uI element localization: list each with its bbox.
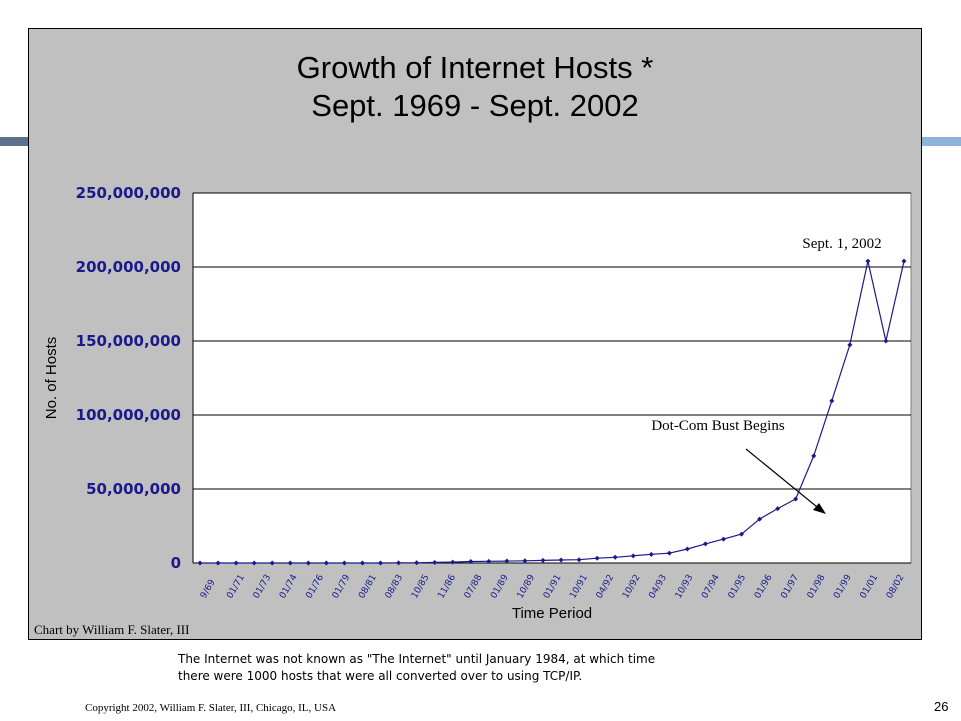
x-tick-label: 01/01 — [859, 573, 881, 600]
data-point — [612, 554, 618, 560]
x-tick-label: 07/88 — [463, 573, 485, 601]
data-point — [829, 398, 835, 404]
data-point — [883, 338, 889, 344]
x-tick-label: 01/79 — [331, 573, 353, 601]
header-band-right — [922, 137, 961, 146]
data-point — [396, 560, 402, 566]
data-point — [450, 559, 456, 565]
x-tick-label: 04/93 — [647, 573, 669, 600]
x-tick-label: 10/92 — [621, 573, 643, 600]
data-point — [576, 557, 582, 563]
data-point — [757, 516, 763, 522]
x-tick-label: 01/97 — [779, 573, 801, 600]
y-tick-label: 0 — [171, 554, 181, 572]
data-point — [811, 453, 817, 459]
data-point — [197, 560, 203, 566]
data-point — [522, 558, 528, 564]
copyright: Copyright 2002, William F. Slater, III, … — [85, 702, 337, 714]
chart-title-line2: Sept. 1969 - Sept. 2002 — [311, 88, 639, 123]
x-tick-label: 10/85 — [410, 573, 432, 600]
data-point — [341, 560, 347, 566]
y-tick-label: 150,000,000 — [76, 332, 181, 350]
annotation-dot-com: Dot-Com Bust Begins — [651, 418, 785, 434]
x-tick-label: 10/93 — [674, 573, 696, 600]
x-tick-label: 9/69 — [199, 578, 218, 601]
x-tick-label: 01/74 — [278, 573, 300, 601]
data-point — [594, 555, 600, 561]
data-point — [323, 560, 329, 566]
x-tick-label: 01/76 — [304, 573, 326, 601]
page-number: 26 — [934, 699, 949, 714]
annotation-arrowhead — [813, 503, 826, 514]
data-point — [558, 557, 564, 563]
x-tick-label: 10/91 — [568, 573, 590, 600]
x-tick-label: 01/91 — [542, 573, 564, 600]
data-point — [486, 558, 492, 564]
footnote: The Internet was not known as "The Inter… — [178, 651, 778, 685]
data-point — [414, 560, 420, 566]
data-point — [378, 560, 384, 566]
x-tick-label: 01/98 — [806, 573, 828, 601]
y-tick-label: 100,000,000 — [76, 406, 181, 424]
data-point — [847, 342, 853, 348]
y-tick-label: 200,000,000 — [76, 258, 181, 276]
x-tick-label: 08/02 — [885, 573, 907, 600]
data-point — [269, 560, 275, 566]
data-point — [540, 557, 546, 563]
data-point — [865, 258, 871, 264]
header-band-left — [0, 137, 30, 146]
x-tick-label: 01/96 — [753, 573, 775, 601]
data-point — [305, 560, 311, 566]
footnote-line2: there were 1000 hosts that were all conv… — [178, 669, 583, 683]
x-tick-label: 01/89 — [489, 573, 511, 601]
chart-title-line1: Growth of Internet Hosts * — [296, 50, 654, 85]
data-point — [684, 546, 690, 552]
data-point — [233, 560, 239, 566]
annotation-sept-2002: Sept. 1, 2002 — [802, 236, 881, 252]
data-point — [666, 550, 672, 556]
data-point — [215, 560, 221, 566]
x-tick-label: 08/81 — [357, 573, 379, 600]
data-point — [468, 559, 474, 565]
x-tick-label: 01/73 — [252, 573, 274, 600]
x-tick-label: 11/86 — [436, 573, 458, 601]
data-point — [251, 560, 257, 566]
y-tick-label: 250,000,000 — [76, 184, 181, 202]
data-point — [504, 558, 510, 564]
x-tick-label: 10/89 — [516, 573, 538, 601]
data-point — [739, 531, 745, 537]
data-point — [702, 541, 708, 547]
footnote-line1: The Internet was not known as "The Inter… — [178, 652, 656, 666]
data-point — [720, 536, 726, 542]
y-tick-label: 50,000,000 — [86, 480, 181, 498]
data-point — [648, 551, 654, 557]
chart-credit: Chart by William F. Slater, III — [34, 622, 190, 637]
data-point — [901, 258, 907, 264]
series-line — [200, 260, 905, 564]
data-point — [630, 553, 636, 559]
x-tick-label: 01/99 — [832, 573, 854, 601]
data-point — [775, 506, 781, 512]
x-tick-label: 01/95 — [727, 573, 749, 600]
x-tick-label: 04/92 — [595, 573, 617, 600]
x-tick-label: 07/94 — [700, 573, 722, 601]
y-axis-label: No. of Hosts — [43, 337, 60, 420]
x-tick-label: 01/71 — [225, 573, 247, 600]
x-tick-label: 08/83 — [384, 573, 406, 600]
data-point — [432, 559, 438, 565]
x-axis-label: Time Period — [512, 605, 592, 622]
data-point — [793, 496, 799, 502]
data-point — [287, 560, 293, 566]
data-point — [359, 560, 365, 566]
annotation-arrow — [745, 448, 823, 512]
